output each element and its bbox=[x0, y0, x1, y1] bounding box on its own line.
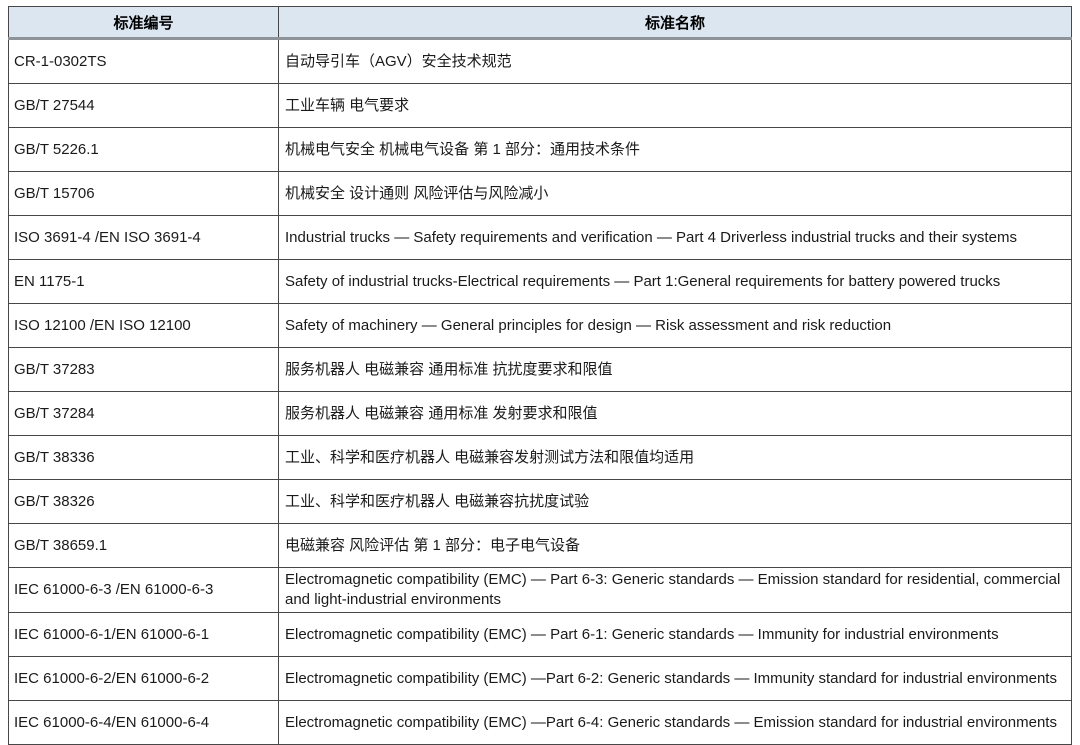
standard-name-cell: Electromagnetic compatibility (EMC) —Par… bbox=[278, 656, 1072, 701]
standard-name-cell: 自动导引车（AGV）安全技术规范 bbox=[285, 52, 512, 70]
standard-code-cell: IEC 61000-6-3 /EN 61000-6-3 bbox=[8, 567, 279, 613]
table-row: EN 1175-1 Safety of industrial trucks-El… bbox=[8, 259, 1072, 304]
standard-name-cell: 工业、科学和医疗机器人 电磁兼容发射测试方法和限值均适用 bbox=[278, 435, 1072, 480]
standard-code-cell: ISO 3691-4 /EN ISO 3691-4 bbox=[8, 215, 279, 260]
table-row: IEC 61000-6-2/EN 61000-6-2 Electromagnet… bbox=[8, 656, 1072, 701]
standard-name-cell: 机械电气安全 机械电气设备 第 1 部分：通用技术条件 bbox=[278, 127, 1072, 172]
table-row: CR-1-0302TS 自动导引车（AGV）安全技术规范 bbox=[8, 38, 1072, 84]
table-row: ISO 12100 /EN ISO 12100 Safety of machin… bbox=[8, 303, 1072, 348]
standard-name-cell: 工业、科学和医疗机器人 电磁兼容抗扰度试验 bbox=[278, 479, 1072, 524]
standard-name-cell: 电磁兼容 风险评估 第 1 部分：电子电气设备 bbox=[278, 523, 1072, 568]
standards-table: 标准编号 标准名称 CR-1-0302TS 自动导引车（AGV）安全技术规范 G… bbox=[8, 6, 1072, 745]
header-row: 标准编号 标准名称 bbox=[8, 6, 1072, 40]
standard-code-cell: GB/T 38659.1 bbox=[8, 523, 279, 568]
standard-code-cell: EN 1175-1 bbox=[8, 259, 279, 304]
standard-name-cell: Safety of industrial trucks-Electrical r… bbox=[278, 259, 1072, 304]
standard-name-cell: Electromagnetic compatibility (EMC) — Pa… bbox=[278, 612, 1072, 657]
table-row: IEC 61000-6-3 /EN 61000-6-3 Electromagne… bbox=[8, 567, 1072, 613]
standard-code-cell: GB/T 37283 bbox=[8, 347, 279, 392]
table-row: IEC 61000-6-4/EN 61000-6-4 Electromagnet… bbox=[8, 700, 1072, 745]
standard-name-cell: Industrial trucks — Safety requirements … bbox=[278, 215, 1072, 260]
standard-name-cell: Electromagnetic compatibility (EMC) — Pa… bbox=[278, 567, 1072, 613]
document-page: 标准编号 标准名称 CR-1-0302TS 自动导引车（AGV）安全技术规范 G… bbox=[8, 6, 1072, 745]
table-row: GB/T 38326 工业、科学和医疗机器人 电磁兼容抗扰度试验 bbox=[8, 479, 1072, 524]
standard-code-cell: GB/T 38326 bbox=[8, 479, 279, 524]
standard-code-cell: GB/T 5226.1 bbox=[8, 127, 279, 172]
standard-name-cell: 服务机器人 电磁兼容 通用标准 发射要求和限值 bbox=[278, 391, 1072, 436]
standard-name-cell: 工业车辆 电气要求 bbox=[278, 83, 1072, 128]
table-body: CR-1-0302TS 自动导引车（AGV）安全技术规范 GB/T 27544 … bbox=[8, 38, 1072, 745]
standard-code-cell: CR-1-0302TS bbox=[8, 38, 279, 84]
standard-code-cell: IEC 61000-6-1/EN 61000-6-1 bbox=[8, 612, 279, 657]
table-row: GB/T 5226.1 机械电气安全 机械电气设备 第 1 部分：通用技术条件 bbox=[8, 127, 1072, 172]
standard-name-cell: Electromagnetic compatibility (EMC) —Par… bbox=[278, 700, 1072, 745]
table-row: GB/T 15706 机械安全 设计通则 风险评估与风险减小 bbox=[8, 171, 1072, 216]
standard-code-cell: IEC 61000-6-4/EN 61000-6-4 bbox=[8, 700, 279, 745]
standard-name-cell: 机械安全 设计通则 风险评估与风险减小 bbox=[278, 171, 1072, 216]
column-header-standard-code: 标准编号 bbox=[8, 6, 279, 40]
table-row: GB/T 37283 服务机器人 电磁兼容 通用标准 抗扰度要求和限值 bbox=[8, 347, 1072, 392]
standard-code-cell: ISO 12100 /EN ISO 12100 bbox=[8, 303, 279, 348]
table-row: IEC 61000-6-1/EN 61000-6-1 Electromagnet… bbox=[8, 612, 1072, 657]
standard-name-cell: 服务机器人 电磁兼容 通用标准 抗扰度要求和限值 bbox=[278, 347, 1072, 392]
table-row: GB/T 27544 工业车辆 电气要求 bbox=[8, 83, 1072, 128]
table-row: GB/T 38336 工业、科学和医疗机器人 电磁兼容发射测试方法和限值均适用 bbox=[8, 435, 1072, 480]
standard-code-cell: GB/T 38336 bbox=[8, 435, 279, 480]
standard-code-cell: IEC 61000-6-2/EN 61000-6-2 bbox=[8, 656, 279, 701]
table-row: ISO 3691-4 /EN ISO 3691-4 Industrial tru… bbox=[8, 215, 1072, 260]
standard-code-cell: GB/T 37284 bbox=[8, 391, 279, 436]
table-row: GB/T 38659.1 电磁兼容 风险评估 第 1 部分：电子电气设备 bbox=[8, 523, 1072, 568]
table-row: GB/T 37284 服务机器人 电磁兼容 通用标准 发射要求和限值 bbox=[8, 391, 1072, 436]
standard-code-cell: GB/T 27544 bbox=[8, 83, 279, 128]
standard-name-cell: Safety of machinery — General principles… bbox=[278, 303, 1072, 348]
table-header: 标准编号 标准名称 bbox=[8, 6, 1072, 40]
column-header-standard-name: 标准名称 bbox=[278, 6, 1072, 40]
standard-code-cell: GB/T 15706 bbox=[8, 171, 279, 216]
